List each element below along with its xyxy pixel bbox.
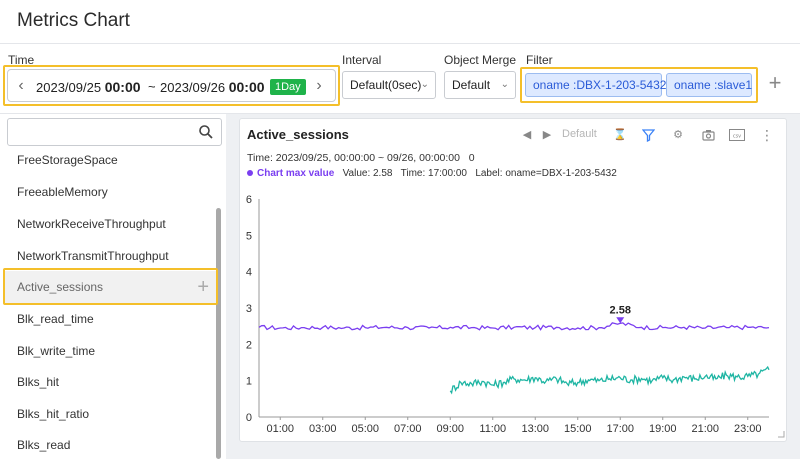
x-tick-label: 03:00 <box>309 423 337 435</box>
page-title: Metrics Chart <box>17 10 130 31</box>
settings-icon[interactable]: ⚙ <box>673 129 683 141</box>
series-line-1 <box>258 322 770 331</box>
resize-handle-icon <box>778 431 785 438</box>
time-range-picker[interactable]: ‹ 2023/09/25 00:00 ~ 2023/09/26 00:00 1D… <box>7 69 336 102</box>
metric-item[interactable]: Blks_hit <box>17 375 60 389</box>
chevron-right-icon[interactable]: › <box>316 77 322 94</box>
max-dot-icon <box>247 170 253 177</box>
y-tick-label: 6 <box>246 194 252 206</box>
x-tick-label: 21:00 <box>691 423 719 435</box>
chevron-down-icon: ⌄ <box>420 79 429 90</box>
end-date-value: 2023/09/26 <box>160 80 226 95</box>
add-filter-button[interactable]: + <box>768 70 782 95</box>
svg-text:csv: csv <box>733 134 741 140</box>
max-label: Chart max value <box>257 168 335 179</box>
metric-item-label: Active_sessions <box>17 280 104 294</box>
time-count: 0 <box>468 152 475 164</box>
metric-item[interactable]: NetworkTransmitThroughput <box>17 249 169 263</box>
chevron-down-icon: ⌄ <box>500 79 509 90</box>
chart-title: Active_sessions <box>247 127 349 142</box>
y-tick-label: 2 <box>246 339 252 351</box>
x-tick-label: 13:00 <box>521 423 549 435</box>
x-tick-label: 17:00 <box>606 423 634 435</box>
object-merge-select[interactable]: Default ⌄ <box>444 71 516 99</box>
time-range-text: Time: 2023/09/25, 00:00:00 ~ 09/26, 00:0… <box>247 152 460 164</box>
x-tick-label: 19:00 <box>649 423 677 435</box>
y-tick-label: 0 <box>246 412 252 424</box>
metrics-line-chart[interactable]: 0 1 2 3 4 5 6 01:00 03:00 05:00 07:00 09:00 11:00 13:… <box>240 119 788 443</box>
metric-item[interactable]: Blk_read_time <box>17 312 94 326</box>
object-merge-label: Object Merge <box>444 53 517 67</box>
y-tick-label: 1 <box>246 376 252 388</box>
interval-label: Interval <box>342 53 382 67</box>
chart-card: Active_sessions ◀ ▶ Default ⌛ ⚙ csv ⋮ Ti… <box>239 118 787 442</box>
max-marker-label: 2.58 <box>610 304 631 316</box>
metric-item[interactable]: Blks_read <box>17 438 71 452</box>
metric-search-input[interactable] <box>7 118 222 146</box>
time-info: Time: 2023/09/25, 00:00:00 ~ 09/26, 00:0… <box>247 152 475 164</box>
search-icon[interactable] <box>198 124 214 140</box>
csv-icon[interactable]: csv <box>728 125 746 145</box>
camera-icon[interactable] <box>699 125 717 145</box>
filter-chip[interactable]: oname :slave1 <box>666 73 752 97</box>
interval-select[interactable]: Default(0sec) ⌄ <box>342 71 436 99</box>
range-separator: ~ <box>148 79 156 94</box>
default-button[interactable]: Default <box>562 128 597 140</box>
metric-list-panel: FreeStorageSpace FreeableMemory NetworkR… <box>0 114 226 459</box>
end-date[interactable]: 2023/09/26 00:00 <box>160 79 265 95</box>
x-tick-label: 09:00 <box>436 423 464 435</box>
x-tick-label: 07:00 <box>394 423 422 435</box>
x-tick-label: 01:00 <box>266 423 294 435</box>
filter-icon[interactable] <box>639 125 657 145</box>
interval-value: Default(0sec) <box>350 78 422 92</box>
x-tick-label: 05:00 <box>351 423 379 435</box>
x-tick-label: 23:00 <box>734 423 762 435</box>
max-value-info: Chart max value Value: 2.58 Time: 17:00:… <box>247 168 617 179</box>
range-badge[interactable]: 1Day <box>270 79 306 95</box>
end-time-value: 00:00 <box>228 79 265 95</box>
metric-item[interactable]: FreeStorageSpace <box>17 153 118 167</box>
y-tick-label: 4 <box>246 267 252 279</box>
metric-list-scrollbar[interactable] <box>216 208 221 459</box>
more-icon[interactable]: ⋮ <box>760 127 774 143</box>
chart-toolbar: ◀ ▶ Default ⌛ ⚙ csv ⋮ <box>518 125 778 145</box>
max-time-text: Time: 17:00:00 <box>400 168 467 179</box>
metric-item[interactable]: NetworkReceiveThroughput <box>17 217 166 231</box>
max-label-text: Label: oname=DBX-1-203-5432 <box>475 168 617 179</box>
app-header: Metrics Chart <box>0 0 800 44</box>
prev-icon[interactable]: ◀ <box>522 129 532 141</box>
max-marker <box>616 317 625 324</box>
object-merge-value: Default <box>452 78 491 92</box>
metric-item[interactable]: Blks_hit_ratio <box>17 407 90 421</box>
filter-label: Filter <box>526 53 553 67</box>
add-metric-icon[interactable]: + <box>197 276 209 298</box>
start-time-value: 00:00 <box>104 79 141 95</box>
chevron-left-icon[interactable]: ‹ <box>18 77 24 94</box>
metric-item[interactable]: Blk_write_time <box>17 344 96 358</box>
series-line-2 <box>449 365 770 395</box>
metric-item[interactable]: FreeableMemory <box>17 185 108 199</box>
time-label: Time <box>8 53 35 67</box>
metric-item-active-sessions[interactable]: Active_sessions + <box>5 271 217 303</box>
y-tick-label: 3 <box>246 303 252 315</box>
x-tick-label: 11:00 <box>479 423 506 435</box>
x-tick-label: 15:00 <box>564 423 592 435</box>
hourglass-icon[interactable]: ⌛ <box>613 129 627 141</box>
start-date[interactable]: 2023/09/25 00:00 <box>36 79 141 95</box>
filter-chip[interactable]: oname :DBX-1-203-5432 <box>525 73 666 97</box>
start-date-value: 2023/09/25 <box>36 80 102 95</box>
max-value-text: Value: 2.58 <box>342 168 393 179</box>
panel-divider[interactable] <box>226 114 232 459</box>
next-icon[interactable]: ▶ <box>542 129 552 141</box>
y-tick-label: 5 <box>246 230 252 242</box>
